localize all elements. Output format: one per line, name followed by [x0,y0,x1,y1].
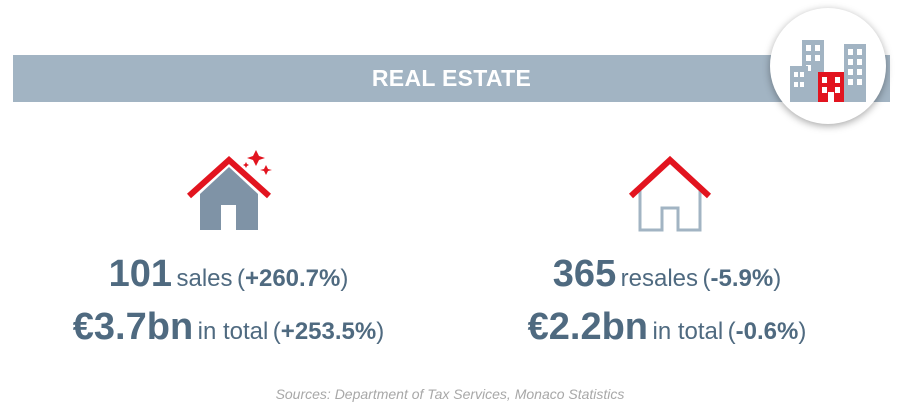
buildings-badge [770,8,886,124]
section-title: REAL ESTATE [371,65,532,91]
section-banner: REAL ESTATE [13,55,890,102]
new-sales-count-change: +260.7% [244,265,341,292]
resales-stat: 365 resales (-5.9%) [552,253,782,295]
resales-value-label: in total [652,318,724,345]
new-sales-count: 101 [108,253,173,295]
resales-count-change: -5.9% [710,265,774,292]
resales-count: 365 [552,253,617,295]
house-outline-icon [628,155,712,232]
new-sales-stat: 101 sales (+260.7%) [108,253,349,295]
resales-value-stat: €2.2bn in total (-0.6%) [527,306,807,348]
new-sales-value-change: +253.5% [280,318,377,345]
resales-value: €2.2bn [527,306,649,348]
new-sales-value-label: in total [197,318,269,345]
new-sales-count-label: sales [176,265,233,292]
buildings-icon [790,40,866,102]
source-note: Sources: Department of Tax Services, Mon… [275,386,625,402]
new-sales-value-stat: €3.7bn in total (+253.5%) [72,306,385,348]
new-house-icon [186,150,272,230]
resales-count-label: resales [620,265,699,292]
resales-value-change: -0.6% [735,318,799,345]
new-sales-value: €3.7bn [72,306,194,348]
